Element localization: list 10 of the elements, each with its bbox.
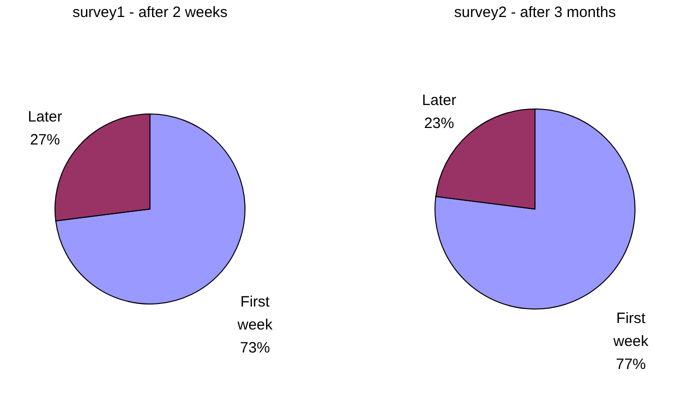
- data-label: 27%: [30, 131, 60, 148]
- slice-label: First week: [612, 310, 649, 350]
- slice-label: Later: [28, 108, 62, 126]
- data-label: 73%: [240, 340, 270, 357]
- slice-label: Later: [422, 92, 456, 110]
- chart-title: survey2 - after 3 months: [454, 4, 616, 21]
- data-label: 23%: [424, 115, 454, 132]
- data-label: 77%: [616, 356, 646, 373]
- slice-label: First week: [236, 294, 274, 334]
- chart-title: survey1 - after 2 weeks: [72, 4, 228, 21]
